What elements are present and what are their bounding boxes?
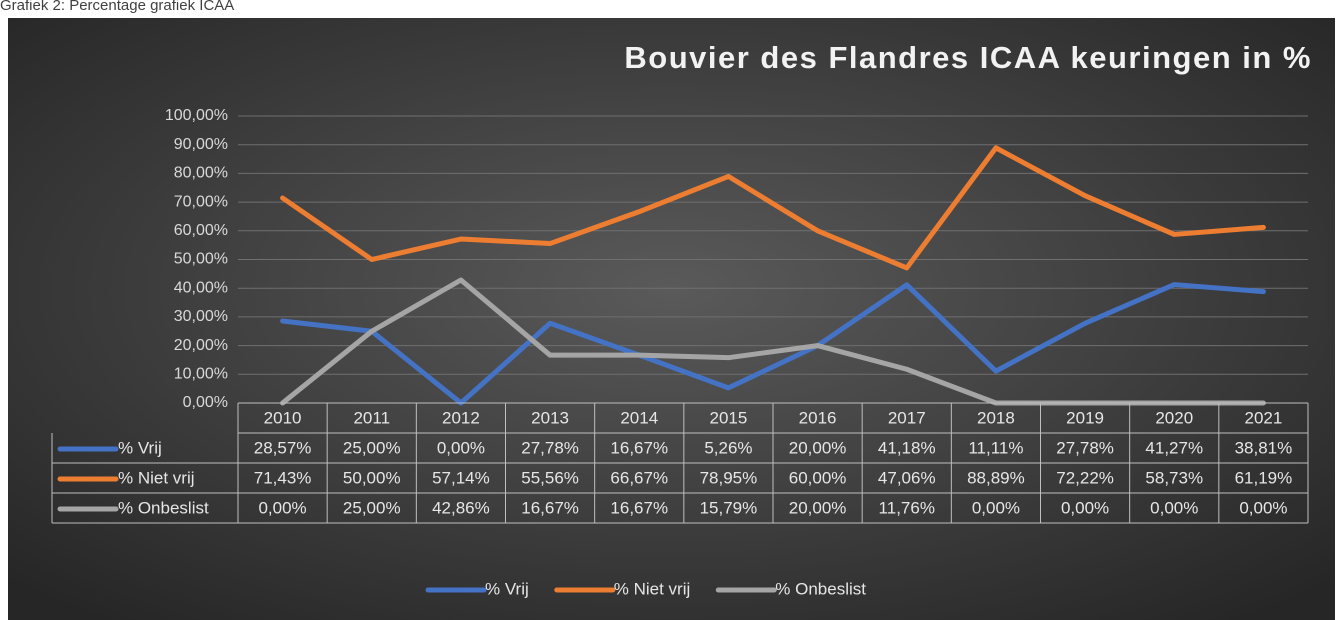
x-tick-label: 2018 <box>977 408 1015 427</box>
y-tick-label: 10,00% <box>174 366 228 383</box>
legend-label: % Niet vrij <box>614 579 691 598</box>
table-cell: 60,00% <box>789 468 847 487</box>
x-tick-label: 2011 <box>353 408 390 427</box>
table-cell: 20,00% <box>789 438 847 457</box>
y-tick-label: 70,00% <box>174 193 228 210</box>
table-cell: 27,78% <box>1056 438 1114 457</box>
table-cell: 0,00% <box>1239 498 1287 517</box>
table-cell: 0,00% <box>1150 498 1198 517</box>
table-cell: 41,27% <box>1145 438 1203 457</box>
x-tick-label: 2017 <box>888 408 926 427</box>
x-tick-label: 2019 <box>1066 408 1104 427</box>
table-cell: 0,00% <box>258 498 306 517</box>
table-cell: 72,22% <box>1056 468 1114 487</box>
table-cell: 25,00% <box>343 498 401 517</box>
y-tick-label: 0,00% <box>183 394 228 411</box>
x-tick-label: 2020 <box>1155 408 1193 427</box>
table-cell: 0,00% <box>1061 498 1109 517</box>
table-cell: 28,57% <box>254 438 312 457</box>
y-tick-label: 60,00% <box>174 222 228 239</box>
x-tick-label: 2013 <box>531 408 569 427</box>
table-cell: 88,89% <box>967 468 1025 487</box>
chart-background <box>8 18 1335 620</box>
table-cell: 57,14% <box>432 468 490 487</box>
table-cell: 16,67% <box>610 498 668 517</box>
table-cell: 71,43% <box>254 468 312 487</box>
row-label: % Niet vrij <box>118 468 195 487</box>
x-tick-label: 2015 <box>710 408 748 427</box>
y-tick-label: 50,00% <box>174 251 228 268</box>
table-cell: 66,67% <box>610 468 668 487</box>
table-cell: 78,95% <box>700 468 758 487</box>
row-label: % Vrij <box>118 438 162 457</box>
table-cell: 47,06% <box>878 468 936 487</box>
table-cell: 11,11% <box>968 438 1023 457</box>
caption: Grafiek 2: Percentage grafiek ICAA <box>0 0 234 14</box>
series-line <box>280 145 1266 271</box>
table-cell: 16,67% <box>521 498 579 517</box>
chart-title: Bouvier des Flandres ICAA keuringen in % <box>624 40 1312 75</box>
row-label: % Onbeslist <box>118 498 209 517</box>
table-cell: 58,73% <box>1145 468 1203 487</box>
legend-label: % Onbeslist <box>775 579 866 598</box>
table-cell: 0,00% <box>437 438 485 457</box>
y-tick-label: 20,00% <box>174 337 228 354</box>
table-cell: 50,00% <box>343 468 401 487</box>
table-cell: 55,56% <box>521 468 579 487</box>
table-cell: 42,86% <box>432 498 490 517</box>
x-tick-label: 2012 <box>442 408 480 427</box>
x-tick-label: 2016 <box>799 408 837 427</box>
table-cell: 16,67% <box>610 438 668 457</box>
table-cell: 15,79% <box>700 498 758 517</box>
table-cell: 27,78% <box>521 438 579 457</box>
y-tick-label: 90,00% <box>174 136 228 153</box>
table-cell: 20,00% <box>789 498 847 517</box>
y-tick-label: 40,00% <box>174 279 228 296</box>
x-tick-label: 2014 <box>620 408 658 427</box>
table-cell: 5,26% <box>704 438 752 457</box>
table-cell: 38,81% <box>1235 438 1293 457</box>
x-tick-label: 2021 <box>1245 408 1283 427</box>
y-tick-label: 100,00% <box>165 107 228 124</box>
y-tick-label: 30,00% <box>174 308 228 325</box>
table-cell: 11,76% <box>879 498 935 517</box>
table-cell: 61,19% <box>1235 468 1293 487</box>
legend-label: % Vrij <box>485 579 529 598</box>
x-tick-label: 2010 <box>264 408 302 427</box>
y-tick-label: 80,00% <box>174 165 228 182</box>
table-cell: 0,00% <box>972 498 1020 517</box>
table-cell: 25,00% <box>343 438 401 457</box>
series-line <box>280 282 1266 406</box>
table-cell: 41,18% <box>878 438 936 457</box>
